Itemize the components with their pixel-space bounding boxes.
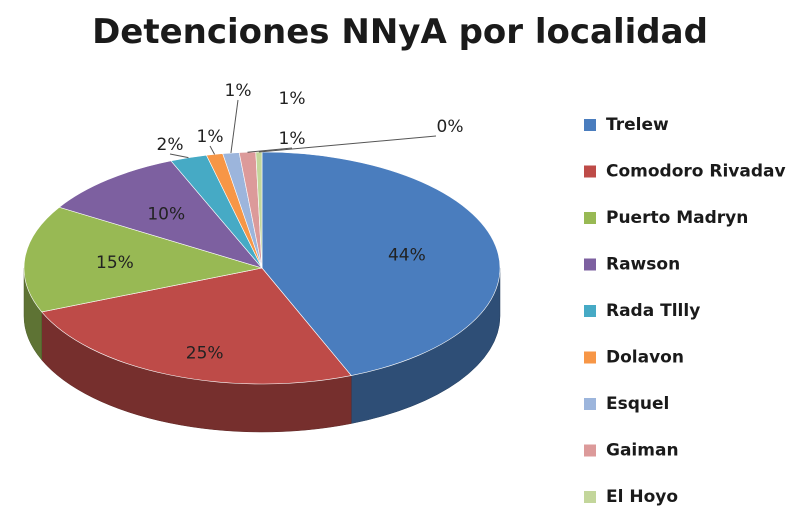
data-label-rawson: 10% [147, 204, 185, 224]
leader-line [247, 147, 293, 153]
legend-label: Comodoro Rivadav [606, 162, 786, 182]
legend-label: Esquel [606, 394, 669, 414]
data-label-extra: 1% [279, 89, 306, 109]
pie-slice-trelew [261, 151, 501, 376]
legend-swatch [584, 491, 596, 503]
legend-label: Rawson [606, 255, 680, 275]
data-label-puerto-madryn: 15% [96, 253, 134, 273]
leader-lines [169, 99, 437, 159]
legend-label: El Hoyo [606, 487, 678, 507]
pie-slice-rawson [58, 160, 263, 269]
legend-swatch [584, 212, 596, 224]
legend-swatch [584, 398, 596, 410]
legend-swatch [584, 444, 596, 457]
data-labels: 44% 25% 15% 10% 2% 1% 1% 1% 0% 1% [96, 81, 463, 363]
pie-slice-puerto-madryn [23, 206, 263, 313]
chart-title: Detenciones NNyA por localidad [92, 12, 708, 52]
legend-label: Trelew [606, 115, 669, 135]
legend-label: Gaiman [606, 441, 679, 461]
legend-swatch [584, 351, 596, 364]
leader-line [230, 99, 239, 154]
data-label-dolavon: 1% [197, 127, 224, 147]
legend-label: Rada Tllly [606, 301, 700, 321]
legend-swatch [584, 119, 596, 131]
data-label-comodoro-rivadav: 25% [186, 343, 224, 363]
legend-swatch [584, 305, 596, 317]
data-label-esquel: 1% [225, 81, 252, 101]
legend-label: Puerto Madryn [606, 208, 748, 228]
data-label-trelew: 44% [388, 245, 426, 265]
pie-top-slices [23, 151, 501, 385]
data-label-el-hoyo: 0% [437, 117, 464, 137]
leader-line [258, 135, 437, 153]
data-label-gaiman: 1% [279, 129, 306, 149]
legend-swatch [584, 258, 596, 271]
legend-label: Dolavon [606, 348, 684, 368]
data-label-rada-tllly: 2% [157, 135, 184, 155]
legend: Trelew Comodoro Rivadav Puerto Madryn Rawso… [584, 115, 786, 507]
pie-slice-comodoro-rivadav [41, 267, 352, 385]
leader-line [169, 153, 189, 159]
legend-swatch [584, 165, 596, 178]
leader-line [209, 145, 215, 155]
